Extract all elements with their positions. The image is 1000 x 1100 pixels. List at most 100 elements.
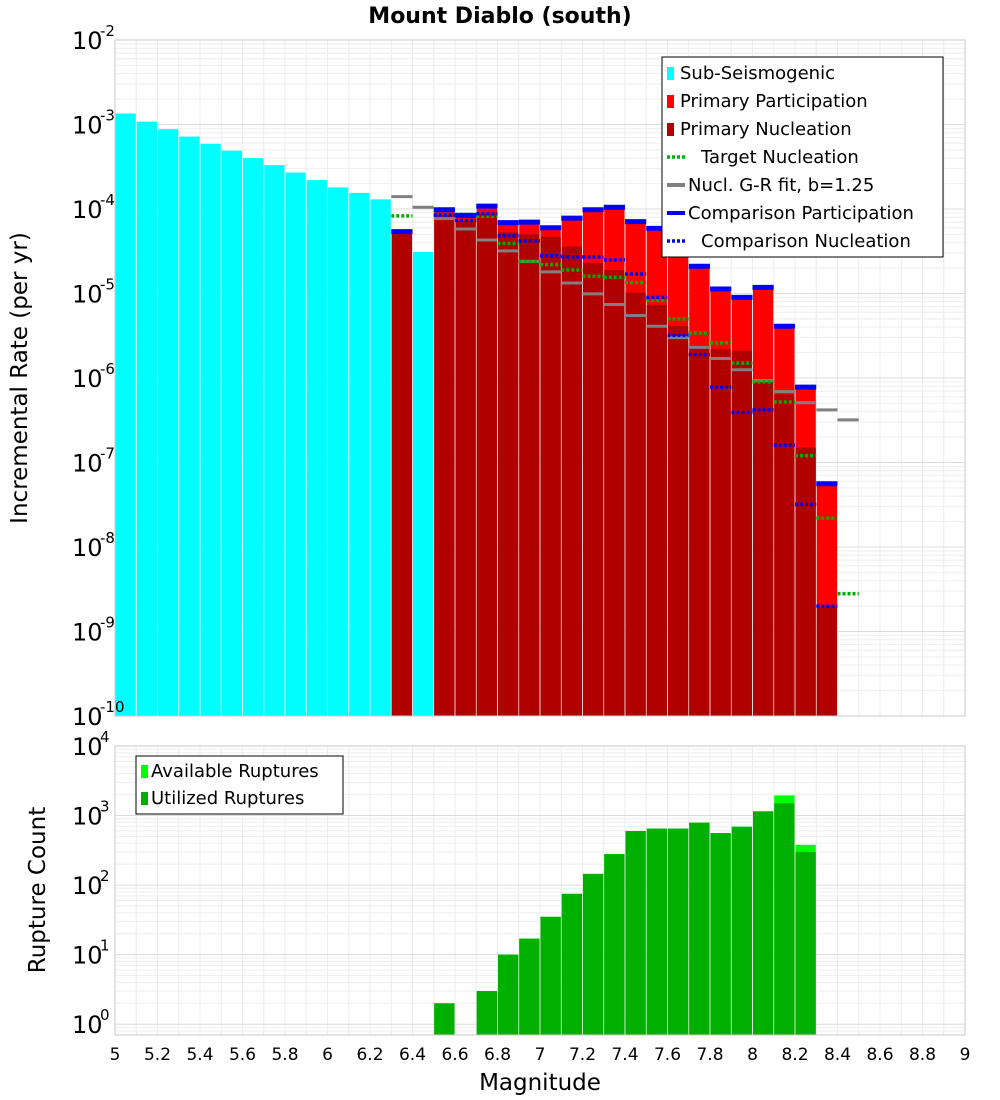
top-y-tick-exponent: -10 xyxy=(100,698,125,716)
x-tick-label: 9 xyxy=(960,1045,971,1065)
primary-nucleation-bar xyxy=(476,213,498,716)
primary-nucleation-bar xyxy=(540,236,561,716)
bottom-y-tick-label: 10 xyxy=(72,803,103,831)
top-y-axis-label: Incremental Rate (per yr) xyxy=(7,232,33,524)
utilized-ruptures-bar xyxy=(795,851,816,1035)
sub-seismogenic-bar xyxy=(136,121,158,717)
legend-swatch xyxy=(141,792,148,805)
sub-seismogenic-bar xyxy=(412,251,434,717)
utilized-ruptures-bar xyxy=(519,938,540,1035)
utilized-ruptures-bar xyxy=(540,916,561,1035)
primary-nucleation-bar xyxy=(625,292,646,716)
x-tick-label: 6.6 xyxy=(441,1045,468,1065)
sub-seismogenic-bar xyxy=(306,180,328,716)
x-tick-label: 7.6 xyxy=(654,1045,681,1065)
top-y-tick-exponent: -2 xyxy=(100,22,115,40)
bottom-y-tick-label: 10 xyxy=(72,1011,103,1039)
top-y-tick-label: 10 xyxy=(72,27,103,55)
primary-nucleation-bar xyxy=(391,231,413,716)
x-tick-label: 8.6 xyxy=(866,1045,893,1065)
utilized-ruptures-bar xyxy=(752,811,774,1035)
x-tick-label: 8.4 xyxy=(824,1045,851,1065)
top-y-tick-exponent: -4 xyxy=(100,191,115,209)
bottom-y-tick-label: 10 xyxy=(72,733,103,761)
x-tick-label: 5.4 xyxy=(186,1045,213,1065)
top-legend-box xyxy=(661,56,944,258)
utilized-ruptures-bar xyxy=(731,826,753,1035)
sub-seismogenic-bar xyxy=(327,187,349,717)
x-tick-label: 6.8 xyxy=(484,1045,511,1065)
x-tick-label: 6.4 xyxy=(399,1045,426,1065)
x-tick-label: 8.8 xyxy=(909,1045,936,1065)
sub-seismogenic-bar xyxy=(179,136,200,716)
sub-seismogenic-bar xyxy=(349,192,370,716)
sub-seismogenic-bar xyxy=(242,158,264,717)
utilized-ruptures-bar xyxy=(497,954,519,1035)
utilized-ruptures-bar xyxy=(646,828,668,1035)
x-ticks: 5 5.2 5.4 5.6 5.8 6 6.2 6.4 6.6 6.8 7 7.2 7.4 7.6 7.8 8… xyxy=(110,1045,971,1065)
sub-seismogenic-bar xyxy=(157,129,179,716)
utilized-ruptures-bar xyxy=(476,991,498,1035)
sub-seismogenic-bar xyxy=(115,113,136,716)
legend-label: Comparison Participation xyxy=(688,203,914,224)
legend-label: Sub-Seismogenic xyxy=(680,63,835,84)
utilized-ruptures-bar xyxy=(689,822,710,1035)
top-y-tick-exponent: -5 xyxy=(100,276,115,294)
primary-nucleation-bar xyxy=(604,269,625,716)
top-legend: Sub-Seismogenic Primary Participation Prim… xyxy=(661,56,944,258)
sub-seismogenic-bar xyxy=(200,143,221,716)
utilized-ruptures-bar xyxy=(625,830,646,1035)
primary-nucleation-bar xyxy=(667,326,689,716)
sub-seismogenic-bar xyxy=(264,165,285,717)
x-tick-label: 8.2 xyxy=(781,1045,808,1065)
top-plot-frame xyxy=(114,39,966,717)
legend-swatch xyxy=(141,765,148,778)
x-axis-label: Magnitude xyxy=(479,1070,601,1096)
bottom-legend-box xyxy=(135,755,344,815)
primary-nucleation-bar xyxy=(774,394,795,716)
x-tick-label: 7.8 xyxy=(696,1045,723,1065)
primary-nucleation-bar xyxy=(455,220,476,716)
top-y-tick-label: 10 xyxy=(72,281,103,309)
top-plot-marks xyxy=(115,113,859,717)
legend-label: Nucl. G-R fit, b=1.25 xyxy=(688,175,874,196)
bottom-legend: Available Ruptures Utilized Ruptures xyxy=(135,755,344,815)
primary-nucleation-bar xyxy=(646,305,668,716)
x-tick-label: 7 xyxy=(535,1045,546,1065)
utilized-ruptures-bar xyxy=(774,803,795,1035)
x-tick-label: 7.4 xyxy=(611,1045,638,1065)
primary-nucleation-bar xyxy=(582,262,604,716)
utilized-ruptures-bar xyxy=(582,873,604,1035)
legend-label: Available Ruptures xyxy=(151,761,319,782)
top-y-tick-label: 10 xyxy=(72,112,103,140)
x-tick-label: 5.2 xyxy=(144,1045,171,1065)
top-y-tick-label: 10 xyxy=(72,703,103,731)
primary-nucleation-bar xyxy=(434,214,455,716)
utilized-ruptures-bar xyxy=(604,854,625,1035)
legend-label: Target Nucleation xyxy=(700,147,859,168)
legend-swatch xyxy=(667,67,674,80)
utilized-ruptures-bar xyxy=(561,893,583,1035)
utilized-ruptures-bar xyxy=(667,828,689,1035)
top-y-tick-label: 10 xyxy=(72,365,103,393)
top-y-tick-label: 10 xyxy=(72,196,103,224)
utilized-ruptures-bar xyxy=(434,1003,455,1035)
primary-nucleation-bar xyxy=(731,350,753,716)
top-y-tick-label: 10 xyxy=(72,619,103,647)
primary-nucleation-bar xyxy=(795,447,816,716)
x-tick-label: 6 xyxy=(322,1045,333,1065)
sub-seismogenic-bar xyxy=(285,172,306,717)
primary-nucleation-bar xyxy=(710,349,731,716)
top-y-tick-exponent: -8 xyxy=(100,529,115,547)
top-y-tick-exponent: -9 xyxy=(100,614,115,632)
bottom-y-tick-exponent: 4 xyxy=(100,728,110,746)
legend-label: Primary Nucleation xyxy=(680,119,852,140)
bottom-y-tick-label: 10 xyxy=(72,872,103,900)
bottom-y-axis-label: Rupture Count xyxy=(25,807,51,973)
bottom-y-tick-exponent: 0 xyxy=(100,1006,110,1024)
legend-label: Comparison Nucleation xyxy=(701,231,911,252)
legend-label: Utilized Ruptures xyxy=(151,788,304,809)
top-y-tick-label: 10 xyxy=(72,534,103,562)
bottom-plot-marks xyxy=(434,795,816,1035)
